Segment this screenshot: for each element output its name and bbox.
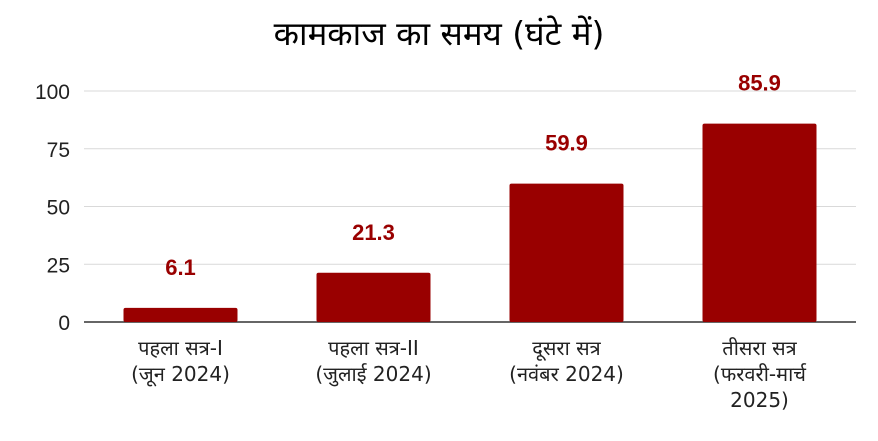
chart-title: कामकाज का समय (घंटे में) xyxy=(273,14,605,53)
bar xyxy=(702,123,817,322)
x-tick-label: (जून 2024) xyxy=(131,362,230,387)
data-label: 59.9 xyxy=(545,131,588,156)
y-tick-label: 50 xyxy=(47,197,70,220)
y-tick-label: 75 xyxy=(47,139,70,162)
x-tick-label: दूसरा सत्र xyxy=(532,336,601,361)
x-tick-label: पहला सत्र-I xyxy=(138,336,223,360)
x-tick-label: (जुलाई 2024) xyxy=(315,362,431,387)
x-tick-label: (फरवरी-मार्च xyxy=(713,362,807,386)
data-label: 21.3 xyxy=(352,220,395,245)
y-tick-label: 100 xyxy=(35,81,70,104)
bar xyxy=(316,272,431,322)
x-tick-label: (नवंबर 2024) xyxy=(509,362,624,386)
y-tick-label: 0 xyxy=(58,312,70,335)
x-tick-label: तीसरा सत्र xyxy=(722,336,797,360)
data-label: 6.1 xyxy=(165,255,196,280)
x-tick-label: 2025) xyxy=(730,388,789,412)
x-tick-label: पहला सत्र-II xyxy=(328,336,419,360)
bar xyxy=(123,307,238,322)
data-label: 85.9 xyxy=(738,71,781,96)
y-tick-label: 25 xyxy=(47,254,70,277)
bar xyxy=(509,183,624,322)
